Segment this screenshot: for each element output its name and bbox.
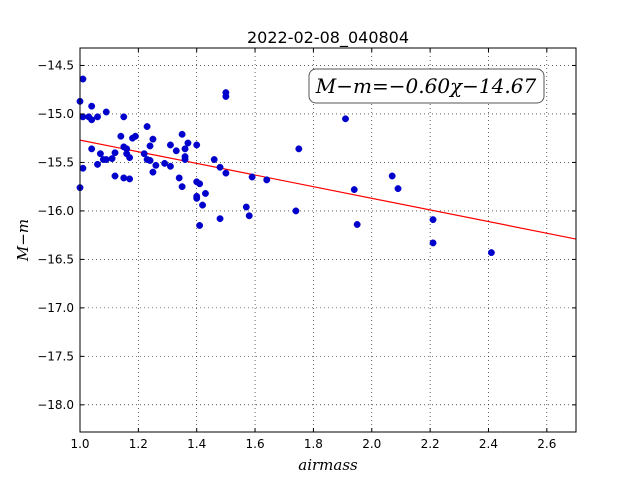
- data-point: [487, 249, 495, 257]
- ticks: [79, 48, 576, 432]
- data-point: [222, 169, 230, 177]
- data-point: [242, 203, 250, 211]
- data-point: [295, 145, 303, 153]
- data-point: [146, 142, 154, 150]
- x-tick-label: 2.0: [362, 437, 381, 451]
- data-point: [178, 130, 186, 138]
- data-point: [263, 176, 271, 184]
- grid-lines: [79, 48, 576, 432]
- fit-line: [79, 139, 577, 240]
- y-tick-label: −17.5: [37, 349, 74, 363]
- data-point: [88, 145, 96, 153]
- plot-background: [80, 48, 576, 432]
- data-point: [120, 174, 128, 182]
- x-tick-label: 1.6: [246, 437, 265, 451]
- data-point: [193, 194, 201, 202]
- x-tick-label: 1.2: [129, 437, 148, 451]
- data-point: [172, 147, 180, 155]
- x-tick-label: 1.8: [304, 437, 323, 451]
- y-tick-label: −18.0: [37, 398, 74, 412]
- data-point: [79, 113, 87, 121]
- data-point: [126, 175, 134, 183]
- data-point: [181, 145, 189, 153]
- data-point: [166, 141, 174, 149]
- data-point: [175, 174, 183, 182]
- data-point: [199, 201, 206, 209]
- data-point: [94, 113, 101, 121]
- data-point: [245, 212, 253, 220]
- data-point: [394, 185, 402, 193]
- data-point: [216, 215, 224, 223]
- data-point: [193, 141, 201, 149]
- y-tick-label: −14.5: [37, 58, 74, 72]
- data-point: [94, 160, 101, 168]
- data-point: [88, 116, 96, 124]
- data-point: [108, 155, 116, 162]
- data-point: [429, 216, 437, 224]
- data-points: [76, 75, 495, 257]
- fit-annotation: M−m=−0.60χ−14.67: [308, 68, 545, 104]
- data-point: [429, 239, 437, 247]
- data-point: [184, 139, 192, 147]
- data-point: [248, 173, 256, 181]
- data-point: [353, 221, 361, 228]
- x-tick-label: 2.4: [479, 437, 498, 451]
- fit-annotation-box: [308, 68, 545, 104]
- plot-frame: [79, 47, 577, 433]
- data-point: [202, 190, 209, 197]
- data-point: [146, 157, 154, 164]
- data-point: [96, 150, 104, 158]
- data-point: [143, 123, 151, 130]
- data-point: [181, 156, 189, 163]
- data-point: [292, 207, 300, 215]
- data-point: [111, 172, 119, 180]
- data-point: [102, 156, 110, 163]
- y-tick-labels: −14.5 −15.0 −15.5 −16.0 −16.5 −17.0 −17.5 −18.0: [37, 58, 74, 411]
- data-point: [117, 132, 125, 140]
- y-tick-label: −16.5: [37, 252, 74, 266]
- chart-title: 2022-02-08_040804: [247, 28, 409, 48]
- x-tick-label: 2.6: [537, 437, 556, 451]
- data-point: [149, 135, 157, 143]
- x-tick-label: 1.0: [70, 437, 89, 451]
- y-axis-label: M−m: [14, 219, 32, 262]
- plot-area: [80, 48, 576, 432]
- data-point: [178, 183, 186, 191]
- data-point: [140, 150, 148, 158]
- y-tick-label: −16.0: [37, 204, 74, 218]
- data-point: [79, 75, 87, 83]
- data-point: [166, 162, 174, 170]
- data-point: [152, 161, 160, 169]
- y-tick-label: −15.0: [37, 107, 74, 121]
- x-axis-label: airmass: [298, 456, 358, 474]
- data-point: [120, 113, 128, 121]
- data-point: [79, 164, 87, 172]
- data-point: [196, 222, 204, 229]
- data-point: [196, 180, 204, 188]
- data-point: [350, 186, 358, 194]
- x-tick-labels: 1.0 1.2 1.4 1.6 1.8 2.0 2.2 2.4 2.6: [70, 437, 556, 451]
- data-point: [111, 149, 119, 157]
- data-point: [149, 168, 157, 176]
- data-point: [342, 115, 349, 123]
- data-point: [102, 108, 110, 116]
- data-point: [210, 156, 218, 163]
- y-tick-label: −17.0: [37, 301, 74, 315]
- data-point: [88, 102, 96, 110]
- fit-annotation-text: M−m=−0.60χ−14.67: [315, 74, 537, 98]
- x-tick-label: 2.2: [421, 437, 440, 451]
- data-point: [388, 172, 396, 180]
- data-point: [131, 132, 139, 140]
- fit-layer: [79, 139, 577, 240]
- data-point: [161, 159, 169, 167]
- x-tick-label: 1.4: [187, 437, 206, 451]
- y-tick-label: −15.5: [37, 155, 74, 169]
- data-point: [216, 163, 224, 171]
- data-point: [222, 93, 230, 100]
- data-point: [126, 154, 134, 162]
